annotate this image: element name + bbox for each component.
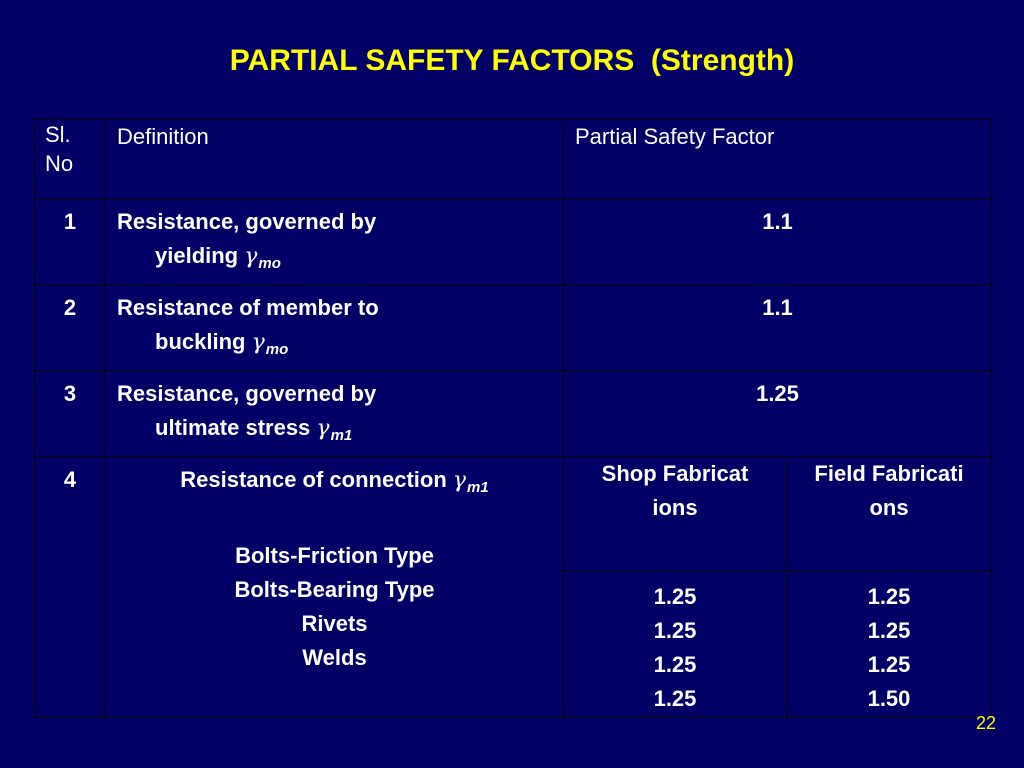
- gamma-symbol: γ: [244, 244, 258, 269]
- header-partial-safety-factor: Partial Safety Factor: [563, 119, 992, 199]
- row-value: 1.25: [563, 370, 992, 457]
- gamma-subscript: m1: [330, 427, 353, 444]
- field-fabrications-label: Field Fabrications: [814, 461, 964, 520]
- field-values-cell: 1.25 1.25 1.25 1.50: [786, 570, 992, 718]
- shop-value: 1.25: [653, 618, 697, 643]
- gamma-subscript: mo: [265, 341, 289, 358]
- shop-value: 1.25: [653, 584, 697, 609]
- definition-line1: Resistance, governed by: [117, 381, 377, 406]
- field-value: 1.25: [867, 584, 911, 609]
- connection-type: Rivets: [301, 611, 368, 636]
- table-header-row: Sl. No Definition Partial Safety Factor: [34, 119, 992, 199]
- connection-type: Welds: [302, 645, 367, 670]
- row-value: 1.1: [563, 198, 992, 285]
- connection-label: Resistance of connection: [180, 467, 447, 492]
- row-number: 1: [34, 198, 106, 285]
- row-definition-connection: Resistance of connection γm1 Bolts-Frict…: [105, 456, 564, 718]
- connection-type: Bolts-Bearing Type: [234, 577, 435, 602]
- field-value: 1.25: [867, 652, 911, 677]
- field-value: 1.50: [867, 686, 911, 711]
- row-number: 3: [34, 370, 106, 457]
- field-fabrications-header: Field Fabrications: [786, 456, 992, 571]
- safety-factor-table: Sl. No Definition Partial Safety Factor …: [34, 119, 992, 718]
- table-row: 2 Resistance of member to buckling γmo 1…: [34, 284, 992, 371]
- page-number: 22: [975, 713, 996, 733]
- row-value: 1.1: [563, 284, 992, 371]
- connection-type: Bolts-Friction Type: [235, 543, 434, 568]
- row-number: 2: [34, 284, 106, 371]
- shop-value: 1.25: [653, 686, 697, 711]
- gamma-subscript: mo: [258, 255, 281, 272]
- table-row-connection: 4 Resistance of connection γm1 Bolts-Fri…: [34, 456, 992, 718]
- definition-line2: ultimate stress: [155, 415, 311, 440]
- table-row: 3 Resistance, governed by ultimate stres…: [34, 370, 992, 457]
- row-number: 4: [34, 456, 106, 718]
- gamma-subscript: m1: [467, 479, 489, 496]
- shop-fabrications-header: Shop Fabrications: [563, 456, 787, 571]
- shop-value: 1.25: [653, 652, 697, 677]
- gamma-symbol: γ: [251, 330, 265, 355]
- field-value: 1.25: [867, 618, 911, 643]
- header-sl-line2: No: [45, 151, 74, 176]
- definition-line1: Resistance, governed by: [117, 209, 377, 234]
- shop-fabrications-label: Shop Fabrications: [601, 461, 749, 520]
- header-definition: Definition: [105, 119, 564, 199]
- definition-line2: buckling: [155, 329, 246, 354]
- header-sl-no: Sl. No: [34, 119, 106, 199]
- row-definition: Resistance, governed by ultimate stress …: [105, 370, 564, 457]
- table-row: 1 Resistance, governed by yielding γmo 1…: [34, 198, 992, 285]
- header-sl-line1: Sl.: [45, 122, 71, 147]
- gamma-symbol: γ: [316, 416, 330, 441]
- gamma-symbol: γ: [452, 468, 467, 493]
- row-definition: Resistance, governed by yielding γmo: [105, 198, 564, 285]
- shop-values-cell: 1.25 1.25 1.25 1.25: [563, 570, 787, 718]
- definition-line2: yielding: [155, 243, 239, 268]
- row-definition: Resistance of member to buckling γmo: [105, 284, 564, 371]
- table-row-connection-values: 1.25 1.25 1.25 1.25 1.25 1.25 1.25 1.50: [35, 570, 992, 718]
- slide-title: PARTIAL SAFETY FACTORS (Strength): [229, 44, 795, 77]
- definition-line1: Resistance of member to: [117, 295, 379, 320]
